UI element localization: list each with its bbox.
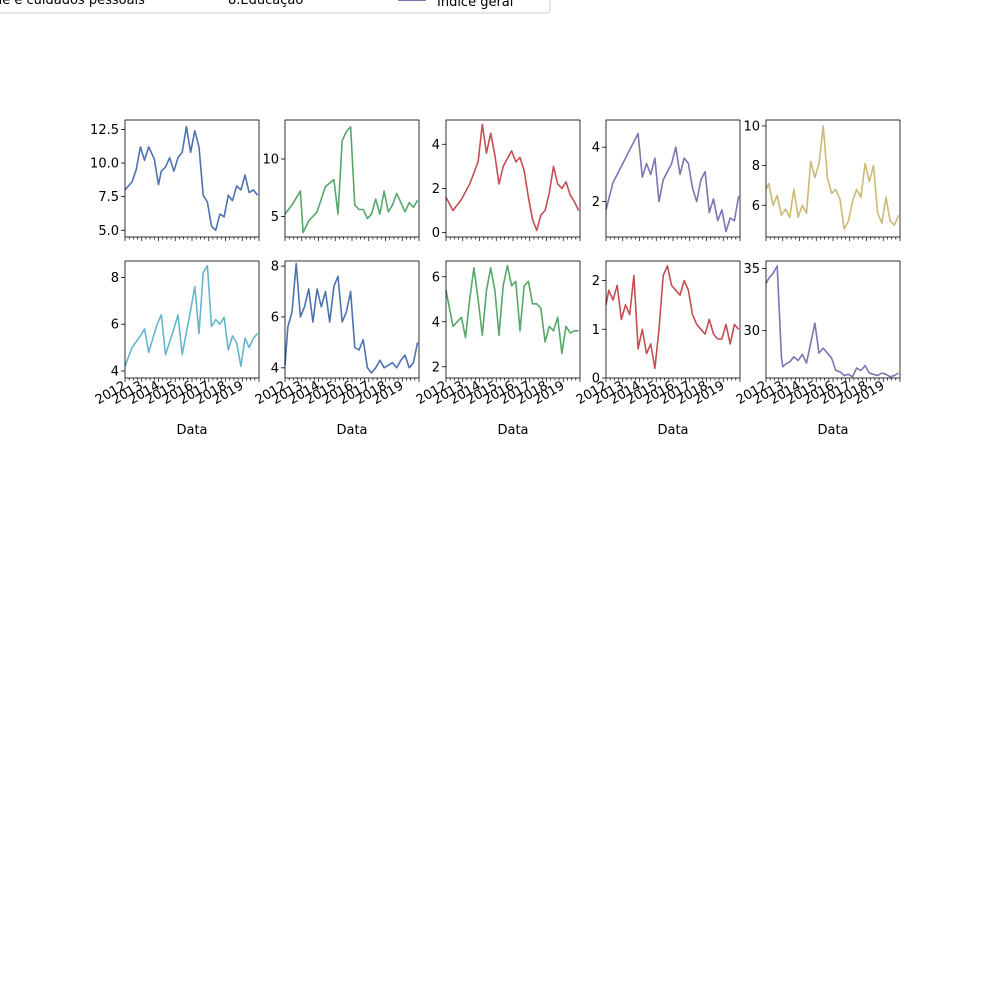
axes-frame — [124, 260, 260, 379]
y-tick-label: 8 — [111, 271, 119, 286]
y-tick-label: 4 — [111, 364, 119, 379]
series-line — [765, 125, 900, 230]
subplot-3: 0 2 4 — [432, 119, 581, 241]
y-tick-label: 8 — [271, 260, 279, 275]
y-tick-label: 10 — [262, 153, 279, 168]
axes-frame — [605, 260, 741, 379]
y-tick-label: 2 — [432, 360, 440, 375]
series-line — [605, 265, 740, 370]
y-tick-label: 0 — [592, 372, 600, 387]
subplot-5: 6 8 10 — [743, 119, 901, 241]
y-tick-label: 0 — [432, 226, 440, 241]
y-tick-label: 4 — [271, 361, 279, 376]
series-line — [124, 125, 259, 232]
y-tick-label: 4 — [432, 138, 440, 153]
axes-frame — [284, 119, 420, 238]
y-tick-label: 8 — [752, 159, 760, 174]
panels: 5.07.510.012.551002424681046820122013201… — [90, 119, 901, 438]
y-tick-label: 35 — [743, 262, 760, 277]
y-tick-label: 6 — [432, 270, 440, 285]
axes-frame — [445, 119, 581, 238]
axes-frame — [605, 119, 741, 238]
legend-label-1: de e cuidados pessoais — [0, 0, 145, 8]
y-tick-label: 2 — [432, 182, 440, 197]
subplot-4: 24 — [592, 119, 741, 241]
y-tick-label: 12.5 — [90, 123, 119, 138]
y-tick-label: 6 — [111, 318, 119, 333]
subplot-1: 5.0 7.5 10.0 12.5 — [90, 119, 260, 241]
y-tick-label: 6 — [271, 310, 279, 325]
y-tick-label: 1 — [592, 323, 600, 338]
y-tick-label: 7.5 — [98, 190, 119, 205]
subplot-2: 5 10 — [262, 119, 420, 241]
y-tick-label: 4 — [432, 315, 440, 330]
y-tick-label: 4 — [592, 141, 600, 156]
y-tick-label: 5 — [271, 210, 279, 225]
y-tick-label: 10 — [743, 119, 760, 134]
series-line — [765, 265, 900, 378]
x-axis-label: Data — [336, 423, 367, 438]
series-line — [284, 262, 419, 374]
series-line — [445, 123, 580, 232]
y-tick-label: 2 — [592, 195, 600, 210]
y-tick-label: 5.0 — [98, 224, 119, 239]
axes-frame — [124, 119, 260, 238]
axes-frame — [445, 260, 581, 379]
x-axis-label: Data — [817, 423, 848, 438]
y-tick-label: 30 — [743, 324, 760, 339]
legend: de e cuidados pessoais 8.Educação Índice… — [0, 0, 551, 14]
x-axis-label: Data — [497, 423, 528, 438]
legend-label-2: 8.Educação — [228, 0, 303, 8]
series-line — [605, 132, 740, 233]
y-tick-label: 2 — [592, 274, 600, 289]
legend-label-3: Índice geral — [437, 0, 513, 10]
x-axis-label: Data — [176, 423, 207, 438]
series-line — [124, 264, 259, 368]
series-line — [284, 126, 419, 234]
y-tick-label: 6 — [752, 199, 760, 214]
series-line — [445, 264, 579, 355]
legend-frame — [0, 0, 551, 14]
y-tick-label: 10.0 — [90, 157, 119, 172]
x-axis-label: Data — [657, 423, 688, 438]
